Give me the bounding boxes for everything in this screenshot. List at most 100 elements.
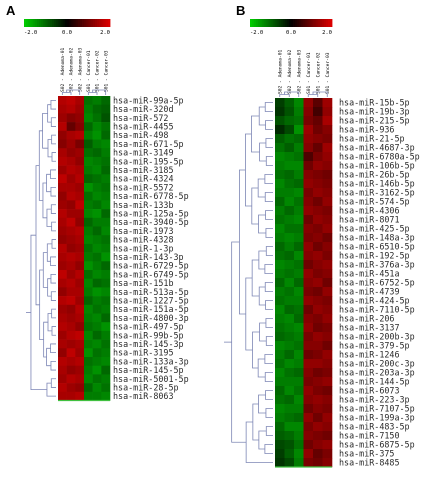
- row-label: hsa-miR-3195: [113, 348, 174, 358]
- heatmap-cell: [58, 374, 67, 384]
- dendrogram-branch: [51, 239, 56, 249]
- colorscale-segment: [64, 19, 68, 27]
- heatmap-cell: [313, 278, 323, 288]
- heatmap-cell: [275, 287, 285, 297]
- colorscale-segment: [69, 19, 72, 27]
- colorscale-segment: [305, 19, 308, 27]
- heatmap-cell: [322, 251, 333, 261]
- panel-b-row-dendrogram: [224, 102, 273, 463]
- heatmap-cell: [84, 165, 93, 175]
- heatmap-cell: [84, 322, 93, 332]
- heatmap-cell: [284, 260, 295, 270]
- dendrogram-branch: [251, 115, 260, 153]
- panel-b-heatmap-cells: [275, 98, 333, 468]
- colorscale-segment: [268, 19, 271, 27]
- heatmap-cell: [92, 226, 102, 236]
- heatmap-cell: [66, 183, 76, 192]
- dendrogram-branch: [265, 426, 273, 436]
- dendrogram-branch: [265, 390, 273, 400]
- colorscale-segment: [258, 19, 261, 27]
- heatmap-cell: [101, 357, 111, 366]
- heatmap-cell: [101, 365, 111, 375]
- heatmap-cell: [58, 270, 67, 279]
- row-label: hsa-miR-6875-5p: [339, 440, 415, 450]
- dendrogram-branch: [279, 94, 290, 97]
- heatmap-cell: [284, 422, 295, 432]
- dendrogram-branch: [259, 142, 267, 162]
- heatmap-cell: [92, 313, 102, 323]
- heatmap-cell: [92, 165, 102, 175]
- heatmap-cell: [92, 296, 102, 306]
- heatmap-cell: [294, 161, 304, 171]
- heatmap-cell: [58, 296, 67, 306]
- heatmap-cell: [322, 152, 333, 162]
- dendrogram-branch: [265, 246, 273, 256]
- heatmap-cell: [101, 130, 111, 140]
- heatmap-cell: [75, 165, 85, 175]
- heatmap-cell: [58, 261, 67, 271]
- heatmap-cell: [294, 449, 304, 459]
- colorscale-tick-label: 2.0: [100, 30, 110, 36]
- panel-b-letter: B: [236, 3, 245, 18]
- row-label: hsa-miR-200c-3p: [339, 359, 415, 369]
- heatmap-cell: [66, 296, 76, 306]
- heatmap-cell: [92, 304, 102, 314]
- heatmap-cell: [303, 431, 314, 441]
- heatmap-cell: [284, 287, 295, 297]
- dendrogram-branch: [264, 102, 273, 112]
- row-label: hsa-miR-146b-5p: [339, 179, 415, 189]
- row-label: hsa-miR-199a-3p: [339, 413, 415, 423]
- heatmap-cell: [66, 287, 76, 297]
- dendrogram-branch: [252, 403, 259, 441]
- heatmap-cell: [294, 152, 304, 162]
- heatmap-cell: [75, 96, 85, 105]
- heatmap-cell: [284, 368, 295, 378]
- heatmap-cell: [275, 125, 285, 135]
- colorscale-segment: [34, 19, 38, 27]
- heatmap-cell: [275, 161, 285, 171]
- heatmap-cell: [313, 458, 323, 468]
- row-label: hsa-miR-4306: [339, 206, 400, 216]
- heatmap-cell: [275, 449, 285, 459]
- heatmap-cell: [275, 251, 285, 261]
- heatmap-cell: [66, 339, 76, 349]
- heatmap-cell: [275, 332, 285, 342]
- heatmap-cell: [75, 304, 85, 314]
- heatmap-cell: [322, 278, 333, 288]
- heatmap-cell: [303, 278, 314, 288]
- heatmap-cell: [294, 116, 304, 126]
- heatmap-cell: [58, 217, 67, 227]
- heatmap-cell: [84, 357, 93, 366]
- colorscale-segment: [270, 19, 273, 27]
- heatmap-cell: [58, 235, 67, 245]
- heatmap-cell: [84, 191, 93, 201]
- heatmap-cell: [322, 368, 333, 378]
- heatmap-cell: [84, 235, 93, 245]
- dendrogram-branch: [50, 291, 56, 301]
- colorscale-segment: [260, 19, 263, 27]
- heatmap-cell: [322, 404, 333, 414]
- colorscale-segment: [329, 19, 333, 27]
- dendrogram-branch: [50, 169, 56, 180]
- dendrogram-branch: [258, 106, 266, 126]
- heatmap-cell: [294, 233, 304, 243]
- heatmap-cell: [303, 377, 314, 387]
- heatmap-cell: [303, 332, 314, 342]
- heatmap-cell: [275, 377, 285, 387]
- heatmap-cell: [303, 251, 314, 261]
- dendrogram-branch: [265, 228, 273, 238]
- heatmap-cell: [84, 148, 93, 158]
- row-label: hsa-miR-28-5p: [113, 382, 179, 392]
- heatmap-cell: [101, 252, 111, 262]
- heatmap-cell: [313, 179, 323, 189]
- colorscale-segment: [274, 19, 278, 27]
- heatmap-cell: [275, 233, 285, 243]
- heatmap-cell: [313, 305, 323, 315]
- dendrogram-branch: [87, 92, 98, 95]
- column-label: S02 - Adenoma-01: [277, 50, 283, 94]
- panel-a-row-dendrogram: [26, 99, 56, 397]
- heatmap-cell: [66, 348, 76, 358]
- heatmap-cell: [313, 116, 323, 126]
- heatmap-cell: [84, 313, 93, 323]
